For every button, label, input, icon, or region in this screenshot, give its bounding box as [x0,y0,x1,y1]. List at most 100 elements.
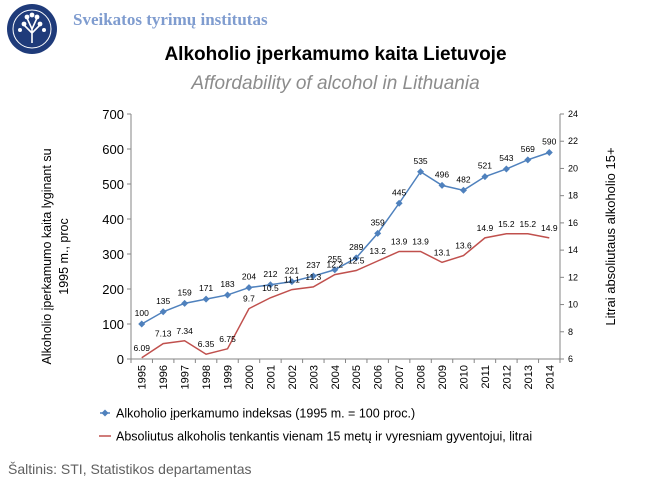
series-index-data-label: 255 [328,254,342,264]
right-y-tick-label: 22 [568,136,578,146]
x-tick-label: 1997 [180,365,192,389]
series-index-point [545,149,553,156]
chart-title: Alkoholio įperkamumo kaita Lietuvoje [164,44,507,65]
series-alcohol-data-label: 6.75 [219,334,236,344]
chart-data-labels: 100 135 159 171 183 204 212 221 237 255 289 359 445 5… [133,137,557,353]
series-index-data-label: 521 [478,161,492,171]
left-y-tick-label: 0 [117,352,124,367]
series-alcohol-data-label: 9.7 [243,294,255,304]
right-y-tick-label: 24 [568,109,578,119]
x-tick-label: 2011 [480,365,492,389]
series-index-point [138,320,146,328]
chart-subtitle: Affordability of alcohol in Lithuania [191,73,480,94]
right-y-tick-label: 14 [568,245,578,255]
series-alcohol-data-label: 13.9 [391,236,408,246]
x-tick-label: 2000 [244,365,256,389]
x-tick-label: 2002 [287,365,299,389]
right-y-tick-label: 12 [568,272,578,282]
series-index-point [224,291,232,299]
series-alcohol-data-label: 12.2 [327,260,344,270]
series-alcohol-data-label: 14.9 [541,223,558,233]
series-index-data-label: 204 [242,272,256,282]
series-index-point [374,229,382,237]
series-index-point [502,165,510,173]
series-index-point [159,308,167,316]
y-axis-title-left-line2: 1995 m., proc [57,218,71,294]
x-tick-label: 2003 [308,365,320,389]
series-index-data-label: 535 [413,156,427,166]
series-index-point [438,181,446,189]
source-note: Šaltinis: STI, Statistikos departamentas [8,461,252,477]
right-y-tick-label: 6 [568,354,573,364]
series-index-point [481,173,489,181]
series-index-point [331,266,339,274]
series-index-point [266,281,274,289]
series-index-data-label: 569 [521,144,535,154]
series-index-data-label: 359 [371,217,385,227]
x-tick-label: 1998 [201,365,213,389]
series-alcohol-data-label: 11.3 [305,272,321,282]
x-tick-label: 2013 [523,365,535,389]
series-index-data-label: 100 [135,308,149,318]
legend-alcohol-label: Absoliutus alkoholis tenkantis vienam 15… [116,430,532,444]
left-y-tick-label: 100 [102,317,124,332]
y-axis-title-left: Alkoholio įperkamumo kaita lyginant su [40,148,54,364]
series-alcohol-data-label: 6.09 [133,343,150,353]
x-tick-label: 2014 [544,365,556,389]
series-alcohol-data-label: 13.2 [369,246,386,256]
series-index-data-label: 543 [499,153,513,163]
header: Sveikatos tyrimų institutas [0,0,671,54]
series-alcohol-data-label: 15.2 [520,219,537,229]
chart-series-lines [141,151,550,359]
left-y-tick-label: 600 [102,142,124,157]
series-alcohol-data-label: 13.1 [434,247,451,257]
series-index-point [181,299,189,307]
chart-axes: 0 100 200 300 400 500 600 700 6 8 10 12 14 16 18 20 22 24… [40,107,618,389]
series-index-data-label: 212 [263,269,277,279]
institute-name: Sveikatos tyrimų institutas [73,10,268,29]
x-tick-label: 2010 [458,365,470,389]
x-tick-label: 2004 [330,365,342,389]
series-index-data-label: 237 [306,260,320,270]
right-y-tick-label: 8 [568,327,573,337]
series-alcohol-data-label: 14.9 [477,223,494,233]
series-alcohol-line [141,233,550,359]
series-alcohol-data-label: 7.34 [176,326,193,336]
series-alcohol-data-label: 12.5 [348,256,365,266]
x-tick-label: 2005 [351,365,363,389]
series-index-data-label: 159 [178,287,192,297]
series-index-data-label: 482 [456,174,470,184]
series-index-line [141,151,550,325]
y-axis-title-right: Litrai absoliutaus alkoholio 15+ [603,147,618,325]
x-tick-label: 1999 [223,365,235,389]
x-tick-label: 1996 [158,365,170,389]
institute-logo-icon [7,4,57,54]
series-index-data-label: 289 [349,242,363,252]
chart-legend: Alkoholio įperkamumo indeksas (1995 m. =… [99,407,532,444]
series-index-point [352,254,360,262]
series-alcohol-data-label: 13.6 [455,241,472,251]
left-y-tick-label: 500 [102,177,124,192]
series-index-data-label: 445 [392,187,406,197]
left-y-tick-label: 700 [102,107,124,122]
series-index-point [459,186,467,194]
series-alcohol-data-label: 11.1 [284,275,300,285]
chart-series-marks [138,149,553,328]
legend-index-marker [101,409,109,417]
series-index-data-label: 135 [156,296,170,306]
series-index-point [245,284,253,292]
x-tick-label: 2008 [416,365,428,389]
right-y-tick-label: 16 [568,218,578,228]
series-index-data-label: 221 [285,266,299,276]
left-y-tick-label: 400 [102,212,124,227]
series-alcohol-data-label: 15.2 [498,219,515,229]
series-index-point [417,168,425,176]
series-index-point [395,199,403,207]
x-tick-label: 1995 [137,365,149,389]
x-tick-label: 2007 [394,365,406,389]
series-index-data-label: 496 [435,169,449,179]
right-y-tick-label: 10 [568,300,578,310]
series-index-point [288,278,296,286]
series-index-point [524,156,532,164]
